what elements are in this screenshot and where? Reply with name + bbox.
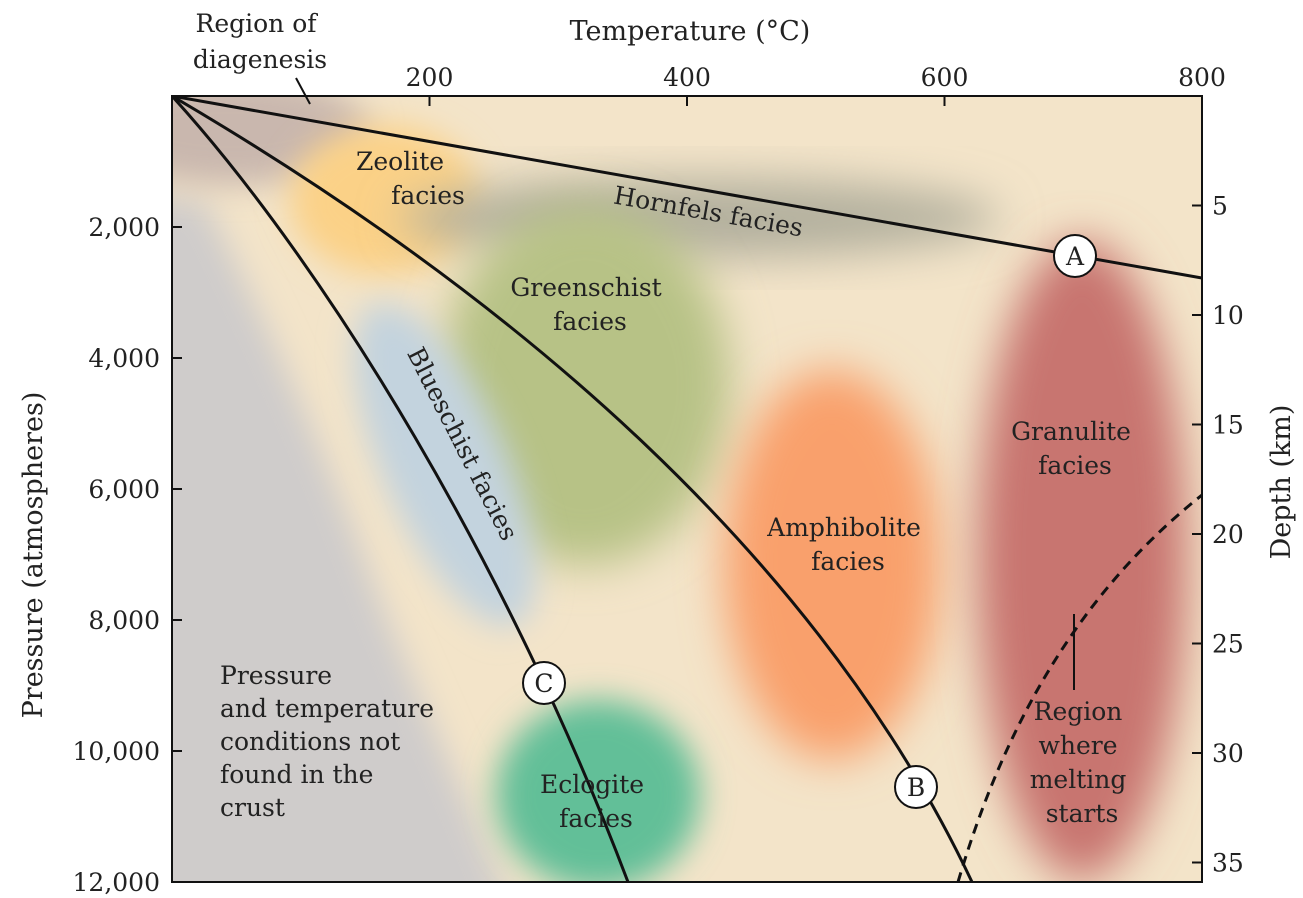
marker-c-letter: C <box>534 669 553 698</box>
diagenesis-pointer <box>295 77 311 105</box>
greenschist-label: Greenschist facies <box>510 273 669 336</box>
temperature-tick-label: 400 <box>663 63 711 92</box>
pressure-tick-label: 4,000 <box>88 344 160 373</box>
amphibolite-region <box>724 370 940 760</box>
depth-tick-label: 15 <box>1212 411 1244 440</box>
blueschist-region <box>354 303 536 627</box>
depth-axis: 5 10 15 20 25 30 35 <box>1192 192 1244 878</box>
diagenesis-label: Region of diagenesis <box>193 9 327 74</box>
marker-c: C <box>522 661 566 705</box>
marker-a-circle <box>1053 234 1097 278</box>
path-c-line <box>172 96 630 882</box>
depth-tick-label: 30 <box>1212 739 1244 768</box>
depth-tick-label: 35 <box>1212 849 1244 878</box>
eclogite-label: Eclogite facies <box>540 770 652 833</box>
eclogite-region <box>496 700 700 882</box>
marker-a-letter: A <box>1065 242 1085 271</box>
not-found-region <box>172 196 502 882</box>
path-b-line <box>172 96 974 882</box>
zeolite-label: Zeolite facies <box>356 147 465 210</box>
pressure-tick-label: 12,000 <box>73 868 160 897</box>
granulite-region <box>977 240 1187 880</box>
pressure-axis-title: Pressure (atmospheres) <box>18 392 49 719</box>
marker-b-circle <box>894 765 938 809</box>
plot-area <box>172 96 1202 882</box>
temperature-tick-label: 800 <box>1178 63 1226 92</box>
pressure-tick-label: 6,000 <box>88 475 160 504</box>
temperature-axis-title: Temperature (°C) <box>570 16 811 47</box>
marker-a: A <box>1053 234 1097 278</box>
pressure-axis: 2,000 4,000 6,000 8,000 10,000 12,000 <box>73 213 182 897</box>
melting-curve <box>956 493 1202 882</box>
zeolite-region <box>290 125 480 275</box>
path-a-line <box>172 96 1202 280</box>
marker-c-circle <box>522 661 566 705</box>
melting-label: Region where melting starts <box>1030 697 1135 828</box>
marker-b: B <box>894 765 938 809</box>
depth-tick-label: 10 <box>1212 301 1244 330</box>
temperature-axis: 200 400 600 800 <box>406 63 1226 106</box>
depth-tick-label: 5 <box>1212 192 1228 221</box>
depth-tick-label: 20 <box>1212 520 1244 549</box>
not-found-label: Pressure and temperature conditions not … <box>220 661 442 822</box>
temperature-tick-label: 200 <box>406 63 454 92</box>
temperature-tick-label: 600 <box>921 63 969 92</box>
pressure-tick-label: 2,000 <box>88 213 160 242</box>
pressure-tick-label: 8,000 <box>88 606 160 635</box>
amphibolite-label: Amphibolite facies <box>766 513 929 576</box>
depth-axis-title: Depth (km) <box>1266 405 1297 560</box>
granulite-label: Granulite facies <box>1011 417 1139 480</box>
marker-b-letter: B <box>907 773 925 802</box>
depth-tick-label: 25 <box>1212 630 1244 659</box>
pressure-tick-label: 10,000 <box>73 737 160 766</box>
